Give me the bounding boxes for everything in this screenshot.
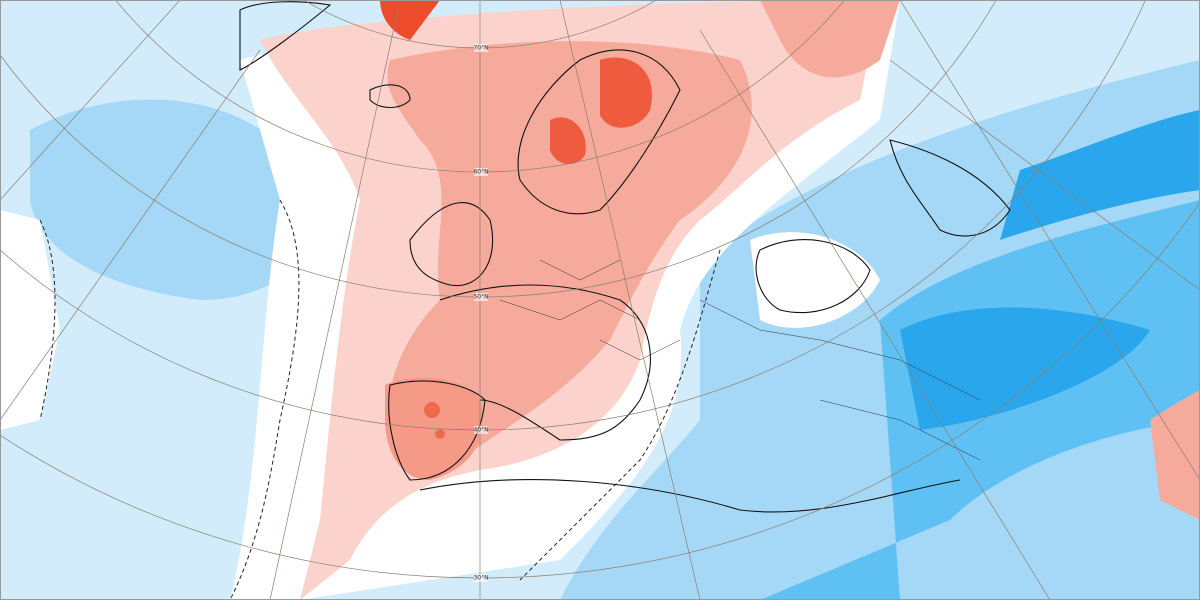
meridian (899, 0, 1200, 481)
latitude-label: 30°N (473, 575, 488, 582)
latitude-label: 50°N (473, 294, 488, 301)
warm-zone (760, 0, 900, 78)
coastline (889, 139, 1011, 237)
meridian (699, 29, 1051, 600)
hot-zone (435, 429, 445, 439)
label-background (474, 426, 488, 434)
label-background (474, 574, 488, 582)
warm-zone (1150, 390, 1200, 520)
coastline (517, 49, 681, 215)
warm-zone (387, 41, 752, 471)
coastline (419, 479, 961, 513)
latitude-label: 60°N (473, 169, 488, 176)
neutral-zone (0, 210, 60, 430)
zero-contour (229, 199, 300, 600)
hot-zone (550, 117, 586, 165)
latitude-label: 40°N (473, 427, 488, 434)
warm-zone (385, 377, 483, 480)
hot-zone (424, 402, 440, 418)
coastline (409, 202, 494, 287)
meridian (0, 49, 261, 421)
label-background (474, 168, 488, 176)
coastline (388, 380, 486, 481)
coastline (239, 1, 332, 71)
blue-zone (900, 307, 1150, 430)
meridian (269, 0, 401, 600)
zero-contour (39, 219, 56, 421)
hot-zone (600, 57, 652, 128)
hot-zone (380, 0, 440, 40)
meridian (889, 59, 1200, 291)
label-background (474, 44, 488, 52)
border (499, 259, 981, 461)
coastline (439, 284, 651, 441)
blue-zone (1000, 110, 1200, 240)
coastline (369, 84, 411, 109)
meridian (0, 0, 181, 201)
coastline (755, 239, 871, 314)
latitude-label: 70°N (473, 45, 488, 52)
blue-zone (30, 99, 312, 300)
neutral-zone (750, 232, 880, 328)
zero-contour (519, 249, 721, 581)
label-background (474, 293, 488, 301)
meridian (559, 0, 701, 600)
